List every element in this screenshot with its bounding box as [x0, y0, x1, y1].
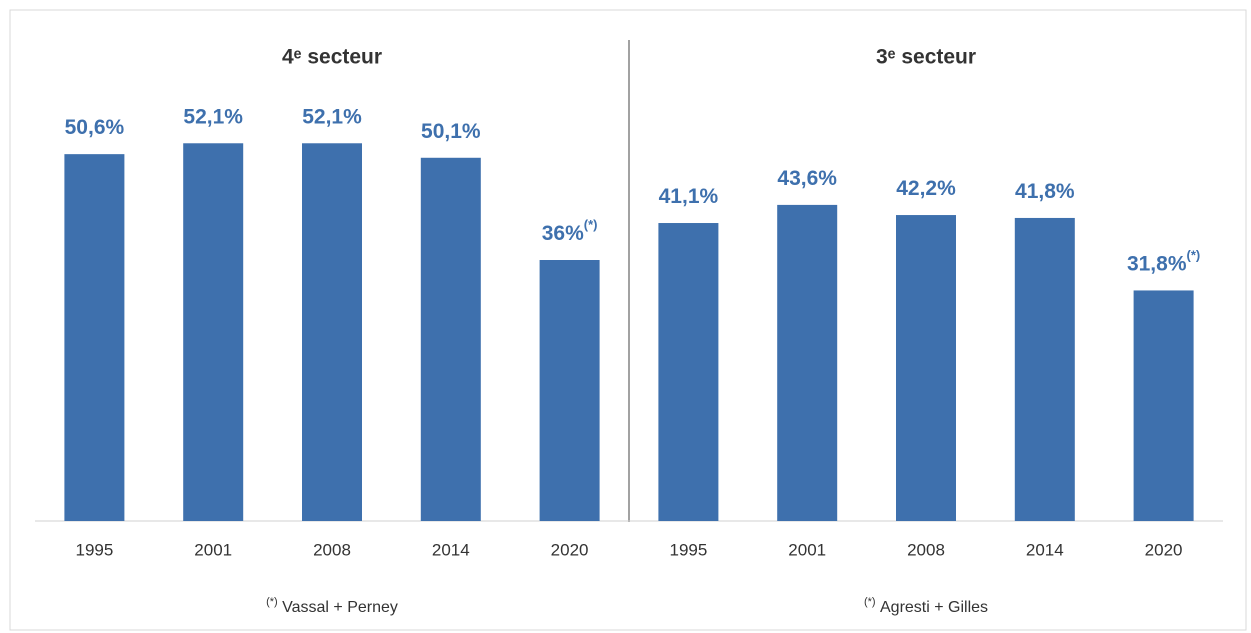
- bar: [420, 157, 481, 521]
- x-tick-label: 2008: [313, 540, 351, 559]
- value-label: 36%(*): [542, 217, 598, 244]
- value-label-text: 43,6%: [777, 166, 837, 189]
- x-tick-label: 2014: [432, 540, 470, 559]
- bar: [1133, 290, 1194, 521]
- x-tick-label: 2001: [788, 540, 826, 559]
- footnote-mark: (*): [864, 596, 876, 608]
- bar: [896, 215, 956, 522]
- value-label: 31,8%(*): [1127, 248, 1200, 275]
- value-label-text: 36%: [542, 222, 584, 245]
- x-tick-label: 2020: [1145, 540, 1183, 559]
- panel-title: 4ᵉ secteur: [282, 46, 382, 69]
- x-tick-label: 2001: [194, 540, 232, 559]
- x-tick-label: 2014: [1026, 540, 1064, 559]
- value-label-text: 52,1%: [302, 105, 362, 128]
- footnote-text: Vassal + Perney: [282, 599, 398, 616]
- value-label-text: 50,1%: [421, 119, 481, 142]
- value-label-note: (*): [584, 217, 598, 232]
- bar: [64, 154, 125, 521]
- footnote: (*) Vassal + Perney: [266, 596, 398, 616]
- bar: [777, 204, 838, 521]
- footnote: (*) Agresti + Gilles: [864, 596, 988, 616]
- bar: [1014, 217, 1075, 521]
- value-label: 50,6%: [65, 116, 125, 139]
- x-tick-label: 1995: [75, 540, 113, 559]
- footnote-mark: (*): [266, 596, 278, 608]
- x-tick-label: 2008: [907, 540, 945, 559]
- value-label: 43,6%: [777, 166, 837, 189]
- value-label-text: 41,8%: [1015, 179, 1075, 202]
- panel-title: 3ᵉ secteur: [876, 46, 976, 69]
- bar: [539, 260, 600, 521]
- bar: [302, 143, 362, 521]
- footnote-text: Agresti + Gilles: [880, 599, 988, 616]
- value-label-note: (*): [1187, 248, 1201, 263]
- value-label-text: 41,1%: [659, 185, 719, 208]
- value-label: 42,2%: [896, 177, 956, 200]
- value-label: 50,1%: [421, 119, 481, 142]
- x-tick-label: 2020: [551, 540, 589, 559]
- value-label: 52,1%: [183, 105, 243, 128]
- bar: [658, 223, 719, 521]
- bar: [183, 143, 244, 521]
- value-label: 41,8%: [1015, 179, 1075, 202]
- value-label-text: 50,6%: [65, 116, 125, 139]
- value-label-text: 31,8%: [1127, 252, 1187, 275]
- value-label-text: 42,2%: [896, 177, 956, 200]
- value-label: 52,1%: [302, 105, 362, 128]
- value-label-text: 52,1%: [183, 105, 243, 128]
- x-tick-label: 1995: [669, 540, 707, 559]
- value-label: 41,1%: [659, 185, 719, 208]
